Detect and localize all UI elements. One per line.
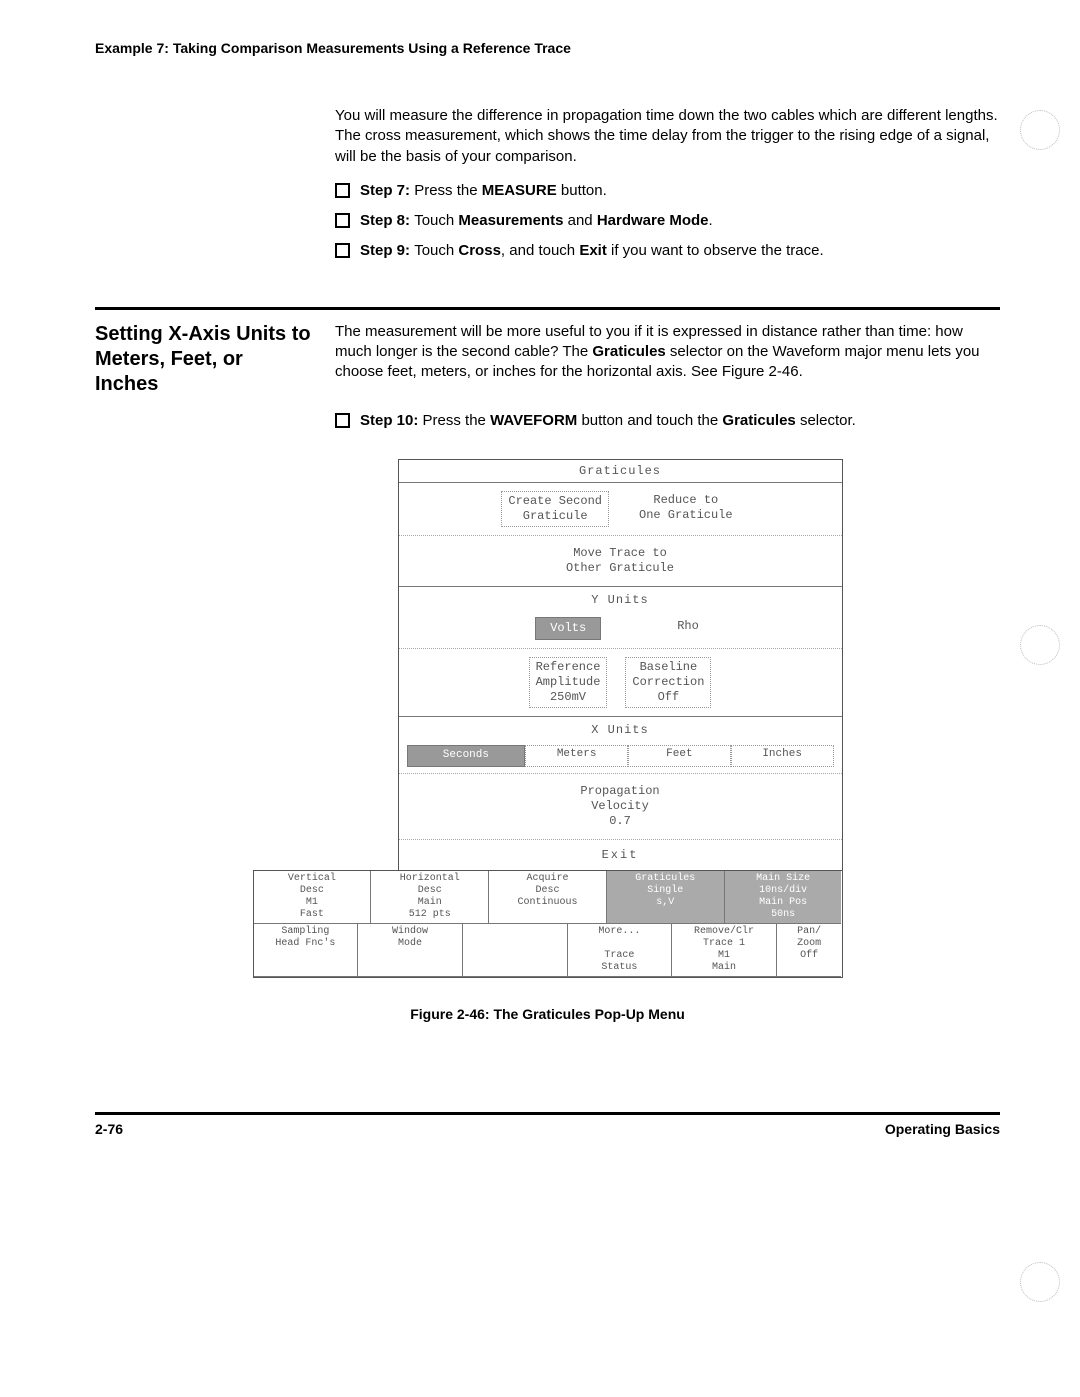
x-units-row: Seconds Meters Feet Inches [399, 739, 842, 774]
baseline-correction-button[interactable]: Baseline Correction Off [625, 657, 711, 708]
section-heading: Setting X-Axis Units to Meters, Feet, or… [95, 322, 311, 397]
punch-hole-icon [1020, 1262, 1060, 1302]
popup-row-create: Create Second Graticule Reduce to One Gr… [399, 483, 842, 536]
page-header: Example 7: Taking Comparison Measurement… [95, 40, 1000, 56]
empty-cell [463, 924, 568, 977]
checkbox-icon [335, 243, 350, 258]
step-text: Step 8: Touch Measurements and Hardware … [360, 211, 713, 231]
checkbox-icon [335, 213, 350, 228]
section-body: The measurement will be more useful to y… [335, 322, 1000, 397]
bottom-menu-row-2: Sampling Head Fnc's Window Mode More... … [254, 924, 842, 977]
horizontal-desc-button[interactable]: Horizontal Desc Main 512 pts [371, 871, 489, 924]
bottom-menu: Vertical Desc M1 Fast Horizontal Desc Ma… [253, 870, 843, 978]
ref-baseline-row: Reference Amplitude 250mV Baseline Corre… [399, 649, 842, 717]
reference-amplitude-button[interactable]: Reference Amplitude 250mV [529, 657, 608, 708]
seconds-button[interactable]: Seconds [407, 745, 526, 767]
graticules-popup: Graticules Create Second Graticule Reduc… [398, 459, 843, 871]
figure: Graticules Create Second Graticule Reduc… [95, 459, 1000, 1022]
sampling-head-button[interactable]: Sampling Head Fnc's [254, 924, 359, 977]
pan-zoom-button[interactable]: Pan/ Zoom Off [777, 924, 842, 977]
checkbox-icon [335, 183, 350, 198]
graticules-button[interactable]: Graticules Single s,V [607, 871, 725, 924]
meters-button[interactable]: Meters [525, 745, 628, 767]
page-number: 2-76 [95, 1121, 123, 1137]
bottom-menu-row-1: Vertical Desc M1 Fast Horizontal Desc Ma… [254, 871, 842, 924]
reduce-one-graticule-button[interactable]: Reduce to One Graticule [633, 491, 739, 527]
section-divider [95, 307, 1000, 310]
prop-row: Propagation Velocity 0.7 [399, 774, 842, 840]
intro-paragraph: You will measure the difference in propa… [335, 106, 1000, 167]
more-trace-status-button[interactable]: More... Trace Status [568, 924, 673, 977]
move-trace-button[interactable]: Move Trace to Other Graticule [560, 544, 680, 578]
y-units-label: Y Units [399, 587, 842, 609]
inches-button[interactable]: Inches [731, 745, 834, 767]
step-8: Step 8: Touch Measurements and Hardware … [335, 211, 1000, 231]
footer: 2-76 Operating Basics [95, 1121, 1000, 1137]
remove-clr-button[interactable]: Remove/Clr Trace 1 M1 Main [672, 924, 777, 977]
popup-row-move: Move Trace to Other Graticule [399, 536, 842, 587]
step-10: Step 10: Press the WAVEFORM button and t… [335, 411, 1000, 431]
rho-button[interactable]: Rho [671, 617, 705, 640]
step-text: Step 10: Press the WAVEFORM button and t… [360, 411, 856, 431]
window-mode-button[interactable]: Window Mode [358, 924, 463, 977]
exit-button[interactable]: Exit [399, 840, 842, 870]
create-second-graticule-button[interactable]: Create Second Graticule [501, 491, 609, 527]
checkbox-icon [335, 413, 350, 428]
step-text: Step 7: Press the MEASURE button. [360, 181, 607, 201]
footer-divider [95, 1112, 1000, 1115]
acquire-desc-button[interactable]: Acquire Desc Continuous [489, 871, 607, 924]
step-7: Step 7: Press the MEASURE button. [335, 181, 1000, 201]
punch-hole-icon [1020, 625, 1060, 665]
figure-caption: Figure 2-46: The Graticules Pop-Up Menu [410, 1006, 685, 1022]
step-text: Step 9: Touch Cross, and touch Exit if y… [360, 241, 824, 261]
feet-button[interactable]: Feet [628, 745, 731, 767]
volts-button[interactable]: Volts [535, 617, 601, 640]
vertical-desc-button[interactable]: Vertical Desc M1 Fast [254, 871, 372, 924]
x-units-label: X Units [399, 717, 842, 739]
y-units-row: Volts Rho [399, 609, 842, 649]
punch-hole-icon [1020, 110, 1060, 150]
section-row: Setting X-Axis Units to Meters, Feet, or… [95, 322, 1000, 397]
step-9: Step 9: Touch Cross, and touch Exit if y… [335, 241, 1000, 261]
popup-title: Graticules [399, 460, 842, 483]
footer-title: Operating Basics [885, 1121, 1000, 1137]
main-size-button[interactable]: Main Size 10ns/div Main Pos 50ns [725, 871, 842, 924]
propagation-velocity-button[interactable]: Propagation Velocity 0.7 [574, 782, 665, 831]
